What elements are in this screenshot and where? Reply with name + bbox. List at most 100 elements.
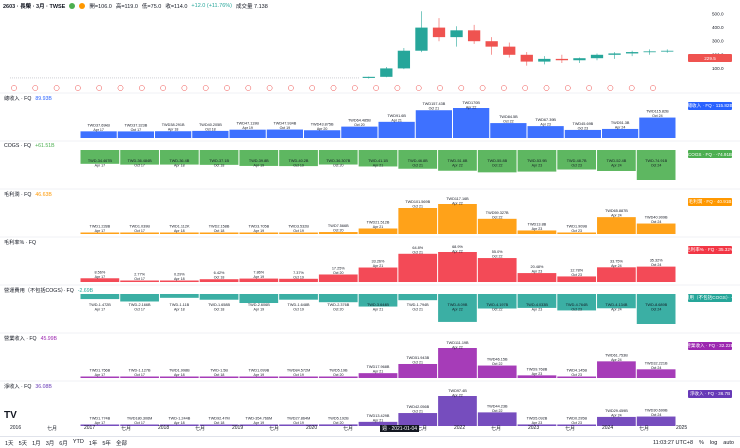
bar-label-cogs: TWD-46.8B xyxy=(408,159,428,163)
bar-label-opex: TWD-1.794B xyxy=(407,303,429,307)
bar-label-rev: TWD47.934B xyxy=(273,122,296,126)
range-button[interactable]: 6月 xyxy=(59,440,68,447)
bar-label-gm: 6.42% xyxy=(214,271,225,275)
candle-body xyxy=(661,50,674,52)
range-button[interactable]: 3月 xyxy=(45,440,55,447)
bar-label-ni: TWD30.699B xyxy=(645,409,668,413)
bar-date-gm: Oct 21 xyxy=(412,250,423,254)
earnings-marker-icon xyxy=(266,85,273,91)
bar-label-opex: TWD-1.11B xyxy=(170,303,190,307)
range-button[interactable]: 1月 xyxy=(32,440,41,447)
bar-label-gm: 35.32% xyxy=(650,259,664,263)
bar-label-gm: 2.77% xyxy=(134,273,145,277)
bar-label-opex: TWD-2.166B xyxy=(129,303,151,307)
bar-cogs xyxy=(636,150,676,180)
bar-op xyxy=(358,373,398,378)
bar-label-gm: 33.26% xyxy=(372,260,386,264)
bar-label-rev: TWD115.82B xyxy=(646,110,669,114)
bar-ni xyxy=(557,424,597,426)
bar-date-cogs: Oct 19 xyxy=(293,164,304,168)
bar-label-rev: TWD40.205B xyxy=(199,123,222,127)
range-button[interactable]: 全部 xyxy=(115,440,127,447)
bar-date-rev: Apr 23 xyxy=(540,123,551,127)
bar-date-op: Oct 19 xyxy=(293,373,304,377)
range-button[interactable]: YTD xyxy=(72,438,84,445)
bar-date-opex: Oct 18 xyxy=(214,308,225,312)
candle-body xyxy=(450,30,463,38)
bar-rev xyxy=(639,117,676,138)
bar-rev xyxy=(415,110,452,138)
range-button[interactable]: 1天 xyxy=(5,440,14,447)
bar-date-op: Apr 21 xyxy=(373,370,384,374)
bar-date-ni: Oct 20 xyxy=(333,421,344,425)
bar-label-cogs: TWD-48.7B xyxy=(567,159,587,163)
bar-opex xyxy=(120,294,159,302)
bar-gm xyxy=(279,278,318,282)
auto-toggle[interactable]: auto xyxy=(723,439,734,446)
earnings-marker-icon xyxy=(181,85,188,91)
bar-gm xyxy=(438,252,477,282)
last-price-tag: 229.5 xyxy=(688,54,732,62)
bar-label-opex: TWD-1.472B xyxy=(89,303,111,307)
earnings-marker-icon xyxy=(288,85,294,91)
log-toggle[interactable]: log xyxy=(709,439,718,446)
bar-cogs xyxy=(318,150,358,165)
bar-label-opex: TWD-8.09B xyxy=(448,303,468,307)
time-axis[interactable]: 2016 七月 2017 七月 2018 七月 2019 七月 2020 七月週 · 2021-0… xyxy=(0,423,740,433)
panel-label-gp[interactable]: 毛利潤 · FQ 46.63B xyxy=(4,191,52,199)
percent-toggle[interactable]: % xyxy=(699,439,704,446)
bar-date-op: Oct 22 xyxy=(492,362,503,366)
bar-label-ni: TWD13.429B xyxy=(367,414,390,418)
bar-label-op: TWD5.19B xyxy=(329,369,348,373)
bar-date-rev: Oct 22 xyxy=(503,120,514,124)
candle-body xyxy=(625,52,639,54)
bar-date-rev: Apr 21 xyxy=(391,118,402,122)
bar-gm xyxy=(318,274,358,282)
bar-rev xyxy=(155,131,192,138)
bar-rev xyxy=(304,130,341,138)
panel-label-ni[interactable]: 淨收入 · FQ 36.08B xyxy=(4,383,52,391)
earnings-marker-icon xyxy=(224,85,230,91)
earnings-marker-icon xyxy=(543,85,550,91)
panel-label-opex[interactable]: 營運費用（不包括COGS）· FQ -2.69B xyxy=(4,287,93,295)
earnings-marker-icon xyxy=(96,85,103,91)
bar-rev xyxy=(117,131,154,138)
range-button[interactable]: 5年 xyxy=(102,440,111,447)
panel-title: 淨收入 · FQ xyxy=(4,384,32,390)
panel-label-rev[interactable]: 總收入 · FQ 89.93B xyxy=(4,95,52,103)
bar-cogs xyxy=(398,150,438,169)
bar-label-ni: TWD97.4B xyxy=(448,389,467,393)
range-button[interactable]: 1年 xyxy=(88,440,98,447)
bar-label-ni: TWD0.295B xyxy=(566,417,587,421)
bar-label-op: TWD17.968B xyxy=(367,365,390,369)
bar-date-ni: Apr 17 xyxy=(95,421,106,425)
bar-date-ni: Apr 21 xyxy=(373,418,384,422)
price-tick: 500.0 xyxy=(712,12,724,17)
range-button[interactable]: 5天 xyxy=(18,440,28,447)
bar-opex xyxy=(438,294,477,322)
volume-label: 成交量 7.138 xyxy=(236,4,268,10)
bar-opex xyxy=(199,294,239,300)
bar-gm xyxy=(557,276,597,282)
panel-value: 46.63B xyxy=(35,191,52,198)
panel-label-op[interactable]: 營業收入 · FQ 45.99B xyxy=(4,335,57,343)
bar-label-rev: TWD67.39B xyxy=(535,118,556,122)
bar-date-opex: Oct 22 xyxy=(492,308,503,312)
bar-gm xyxy=(159,280,199,282)
bar-label-ni: TWD1.774B xyxy=(90,417,111,421)
panel-label-gm[interactable]: 毛利率% · FQ xyxy=(4,239,40,246)
symbol-title[interactable]: 2603 · 長榮 · 3月 · TWSE xyxy=(3,4,66,10)
bar-label-gp: TWD1.228B xyxy=(90,225,111,229)
bar-ni xyxy=(199,424,239,426)
bar-date-gm: Oct 24 xyxy=(651,263,662,267)
bar-opex xyxy=(398,294,438,301)
bar-date-cogs: Oct 18 xyxy=(214,164,225,168)
chart-header: 2603 · 長榮 · 3月 · TWSE 開=106.0 高=119.0 低=… xyxy=(0,0,740,12)
bar-gm xyxy=(597,267,636,282)
bar-label-op: TWD1.099B xyxy=(248,369,269,373)
earnings-marker-icon xyxy=(309,85,316,91)
bar-label-gm: 8.56% xyxy=(94,270,105,274)
bar-date-op: Oct 18 xyxy=(214,373,225,377)
panel-label-cogs[interactable]: COGS · FQ +61.51B xyxy=(4,143,55,149)
